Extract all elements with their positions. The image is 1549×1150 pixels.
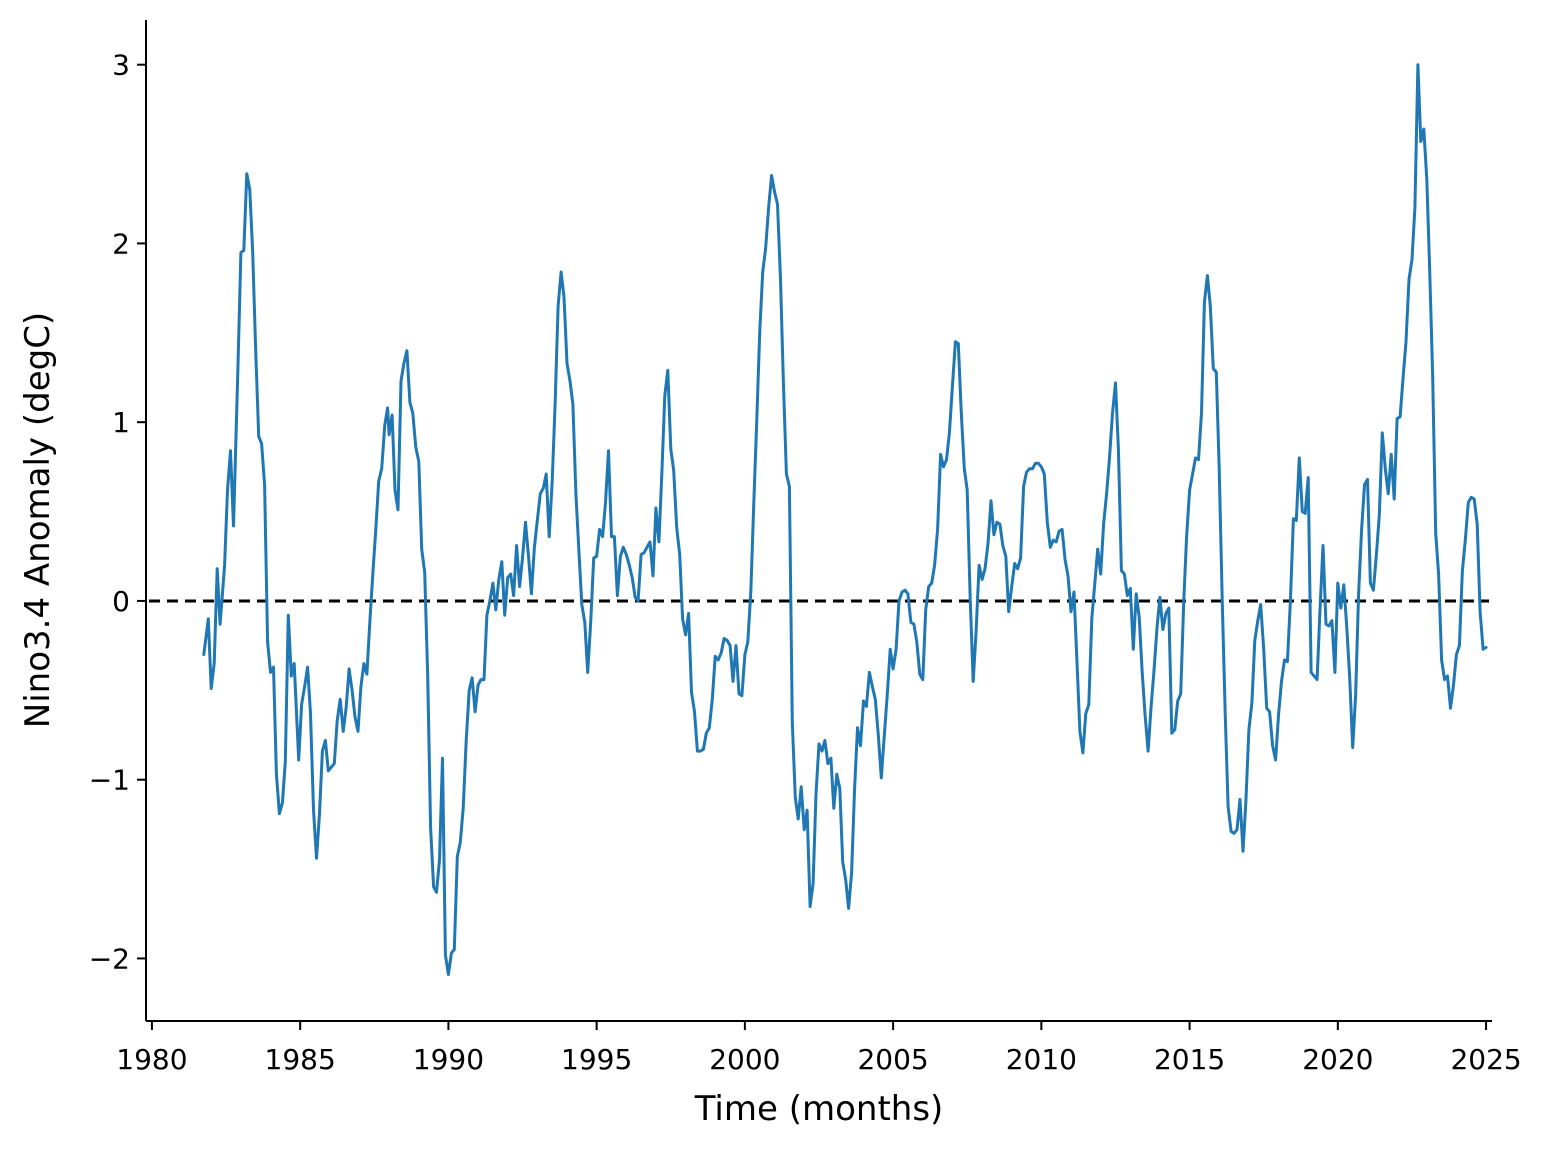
x-tick-label-6: 2010: [1006, 1043, 1077, 1076]
x-axis-ticks: 1980 1985 1990 1995 2000 2005 2010 2015 2020 2025: [116, 1021, 1522, 1076]
y-tick-label-3: 1: [112, 406, 130, 439]
plot-area: [148, 63, 1490, 976]
series-line-0: [202, 63, 1488, 976]
x-tick-label-0: 1980: [116, 1043, 187, 1076]
x-tick-label-8: 2020: [1302, 1043, 1373, 1076]
x-tick-label-2: 1990: [413, 1043, 484, 1076]
x-tick-label-3: 1995: [561, 1043, 632, 1076]
y-tick-label-5: 3: [112, 49, 130, 82]
x-tick-label-9: 2025: [1450, 1043, 1521, 1076]
y-axis-ticks: −2 −1 0 1 2 3: [89, 49, 146, 975]
x-tick-label-7: 2015: [1154, 1043, 1225, 1076]
y-tick-label-1: −1: [89, 764, 130, 797]
x-tick-label-1: 1985: [265, 1043, 336, 1076]
y-tick-label-0: −2: [89, 942, 130, 975]
x-tick-label-5: 2005: [857, 1043, 928, 1076]
y-tick-label-4: 2: [112, 227, 130, 260]
x-axis-title: Time (months): [694, 1089, 944, 1129]
axes: [145, 20, 1492, 1022]
y-tick-label-2: 0: [112, 585, 130, 618]
x-tick-label-4: 2000: [709, 1043, 780, 1076]
y-axis-title: Nino3.4 Anomaly (degC): [18, 312, 58, 728]
